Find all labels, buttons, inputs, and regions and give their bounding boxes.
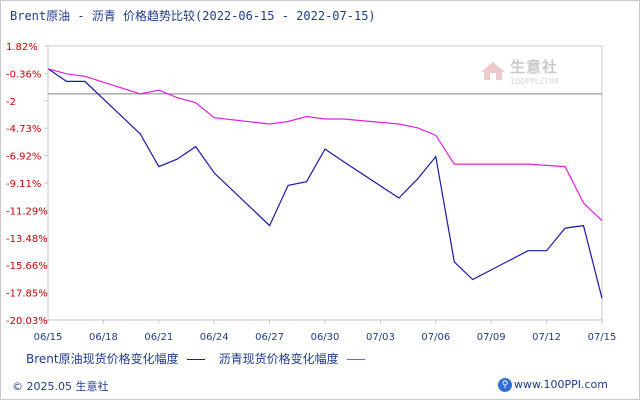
x-tick-label: 07/15	[588, 332, 617, 343]
series-line-asphalt	[47, 68, 603, 222]
y-tick-label: -2	[6, 97, 16, 108]
x-tick-label: 06/30	[311, 332, 340, 343]
x-tick-labels: 06/15 06/18 06/21 06/24 06/27 06/30 07/03 07/06…	[34, 320, 617, 343]
chart-axes	[47, 45, 603, 321]
x-tick-label: 07/06	[421, 332, 450, 343]
x-tick-label: 07/09	[477, 332, 506, 343]
chart-title: Brent原油 - 沥青 价格趋势比较(2022-06-15 - 2022-07…	[10, 9, 376, 23]
footer-site[interactable]: ⚲ www.100PPI.com	[498, 378, 608, 392]
y-tick-label: -6.92%	[6, 152, 41, 163]
legend-swatch-brent	[186, 359, 205, 360]
y-tick-label: -9.11%	[6, 179, 41, 190]
x-tick-label: 06/27	[255, 332, 284, 343]
watermark: 生意社 100PPI.COM	[480, 56, 559, 86]
y-tick-label: -11.29%	[6, 206, 48, 217]
y-tick-labels: 1.82% -0.36% -2 -4.73% -6.92% -9.11% -11.29% -1…	[6, 42, 48, 327]
plot-area-border	[47, 45, 603, 321]
y-tick-label: -17.85%	[6, 289, 48, 300]
search-icon[interactable]: ⚲	[498, 378, 512, 392]
y-tick-label: 1.82%	[6, 42, 38, 53]
series-line-brent	[47, 68, 603, 299]
footer-site-link[interactable]: www.100PPI.com	[514, 378, 608, 391]
legend-label-brent: Brent原油现货价格变化幅度	[26, 352, 179, 366]
legend: Brent原油现货价格变化幅度 沥青现货价格变化幅度	[26, 350, 379, 367]
x-tick-label: 07/12	[532, 332, 561, 343]
x-tick-label: 06/18	[89, 332, 118, 343]
x-tick-label: 06/24	[200, 332, 229, 343]
y-tick-label: -0.36%	[6, 69, 41, 80]
y-tick-label: -20.03%	[6, 316, 48, 327]
x-tick-label: 06/21	[144, 332, 173, 343]
watermark-sub: 100PPI.COM	[510, 77, 559, 86]
footer-copyright: © 2025.05 生意社	[12, 380, 109, 393]
y-tick-label: -13.48%	[6, 234, 48, 245]
watermark-text: 生意社	[510, 58, 559, 76]
x-tick-label: 07/03	[366, 332, 395, 343]
x-tick-label: 06/15	[34, 332, 63, 343]
y-tick-label: -15.66%	[6, 261, 48, 272]
series-layer	[47, 68, 603, 299]
house-logo-icon	[481, 62, 505, 80]
y-tick-label: -4.73%	[6, 124, 41, 135]
legend-swatch-asphalt	[346, 359, 365, 360]
legend-label-asphalt: 沥青现货价格变化幅度	[218, 352, 339, 366]
